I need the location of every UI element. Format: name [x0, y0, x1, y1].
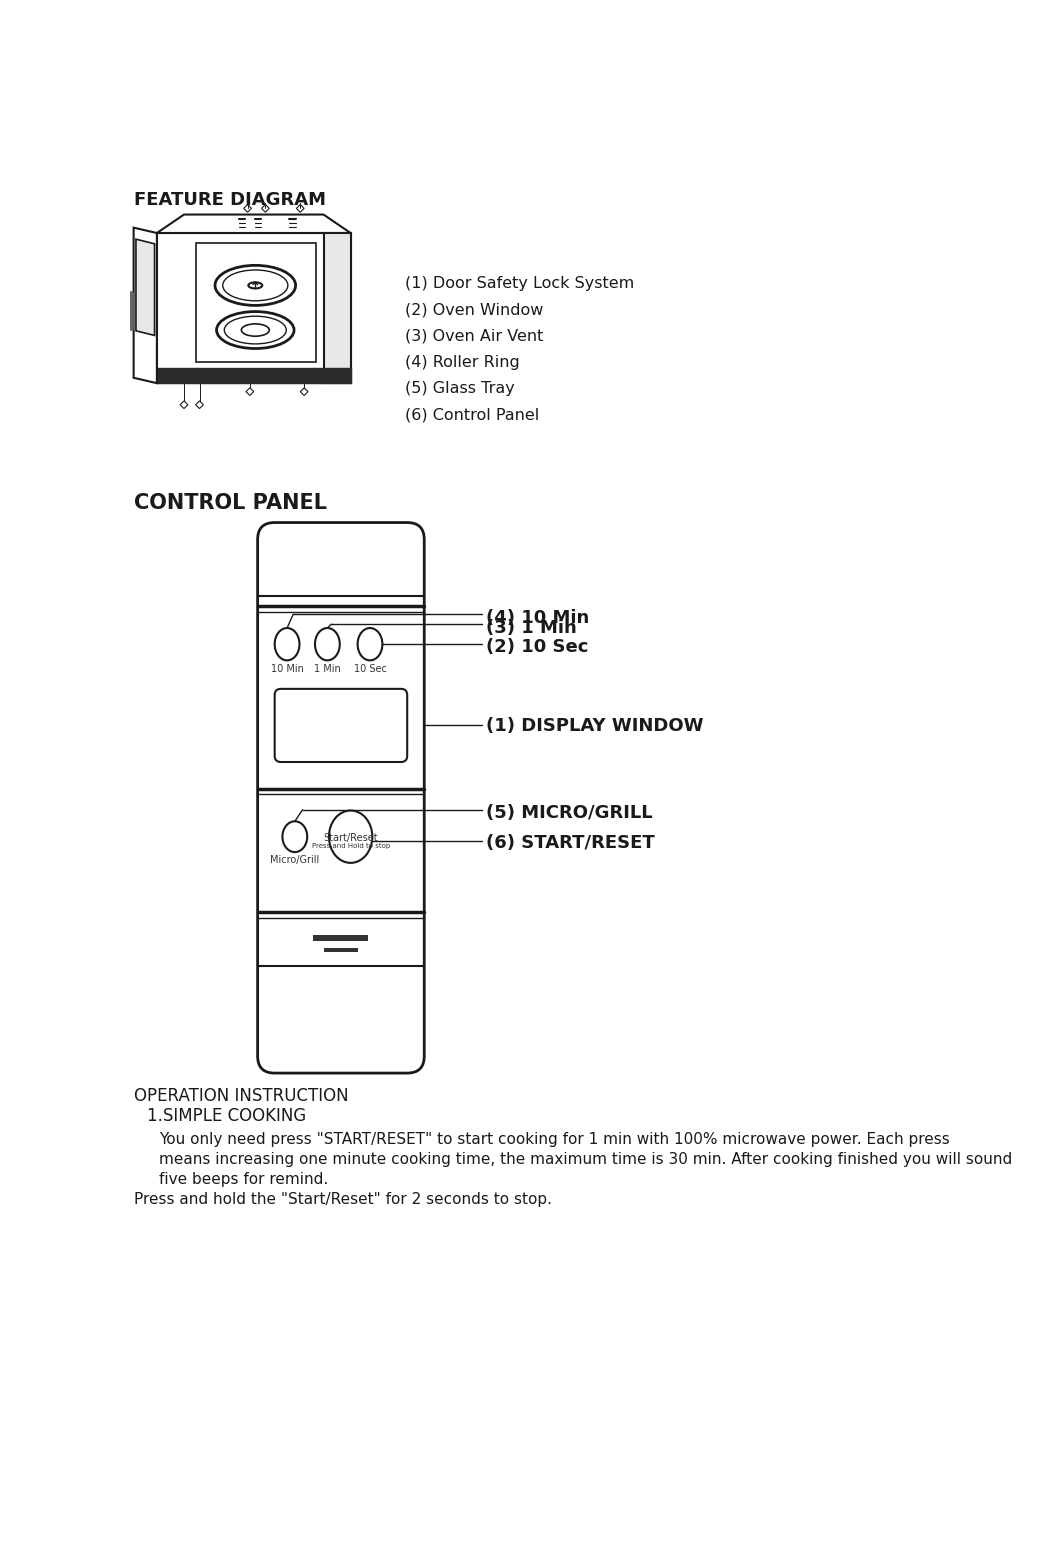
Text: (1) DISPLAY WINDOW: (1) DISPLAY WINDOW	[486, 718, 704, 735]
Bar	[157, 233, 351, 383]
Polygon shape	[134, 227, 157, 383]
Polygon shape	[262, 204, 269, 212]
Text: means increasing one minute cooking time, the maximum time is 30 min. After cook: means increasing one minute cooking time…	[159, 1152, 1012, 1167]
Text: CONTROL PANEL: CONTROL PANEL	[134, 493, 327, 513]
Text: (4) 10 Min: (4) 10 Min	[486, 608, 590, 627]
Bar	[313, 936, 367, 942]
Text: Micro/Grill: Micro/Grill	[270, 855, 320, 865]
Text: five beeps for remind.: five beeps for remind.	[159, 1172, 328, 1187]
Bar	[157, 367, 351, 383]
Text: You only need press "START/RESET" to start cooking for 1 min with 100% microwave: You only need press "START/RESET" to sta…	[159, 1132, 950, 1147]
Text: (6) Control Panel: (6) Control Panel	[405, 408, 539, 422]
Polygon shape	[136, 239, 155, 335]
Text: 1.SIMPLE COOKING: 1.SIMPLE COOKING	[146, 1107, 306, 1126]
Text: 1 Min: 1 Min	[315, 664, 340, 675]
Polygon shape	[297, 204, 304, 212]
Text: (3) Oven Air Vent: (3) Oven Air Vent	[405, 329, 543, 343]
Polygon shape	[246, 388, 253, 395]
Polygon shape	[324, 233, 351, 383]
Text: Start/Reset: Start/Reset	[323, 832, 378, 843]
Text: (5) Glass Tray: (5) Glass Tray	[405, 381, 515, 395]
Text: Press and Hold to stop: Press and Hold to stop	[311, 843, 389, 849]
Text: (6) START/RESET: (6) START/RESET	[486, 834, 655, 852]
Text: 10 Sec: 10 Sec	[354, 664, 386, 675]
Text: (5) MICRO/GRILL: (5) MICRO/GRILL	[486, 803, 653, 821]
Polygon shape	[300, 388, 308, 395]
Text: FEATURE DIAGRAM: FEATURE DIAGRAM	[134, 191, 326, 210]
Bar	[324, 948, 358, 953]
Text: Press and hold the "Start/Reset" for 2 seconds to stop.: Press and hold the "Start/Reset" for 2 s…	[134, 1192, 551, 1207]
Text: OPERATION INSTRUCTION: OPERATION INSTRUCTION	[134, 1087, 349, 1106]
Bar	[195, 242, 316, 363]
Text: (1) Door Safety Lock System: (1) Door Safety Lock System	[405, 276, 634, 292]
Text: (4) Roller Ring: (4) Roller Ring	[405, 355, 520, 369]
Polygon shape	[244, 204, 251, 212]
FancyBboxPatch shape	[257, 522, 425, 1073]
Text: (3) 1 Min: (3) 1 Min	[486, 619, 577, 636]
Text: 10 Min: 10 Min	[271, 664, 303, 675]
Polygon shape	[195, 401, 203, 409]
FancyBboxPatch shape	[275, 689, 407, 763]
Text: (2) Oven Window: (2) Oven Window	[405, 303, 543, 318]
Polygon shape	[181, 401, 188, 409]
Polygon shape	[157, 215, 351, 233]
Text: (2) 10 Sec: (2) 10 Sec	[486, 638, 589, 656]
